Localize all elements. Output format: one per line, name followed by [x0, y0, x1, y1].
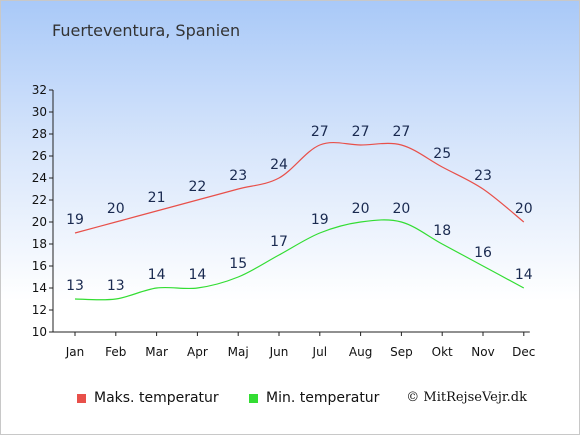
max-temperature-line	[74, 141, 525, 234]
max-temperature-data-label: 24	[270, 157, 288, 173]
legend-swatch-min	[249, 393, 258, 403]
max-temperature-data-label: 20	[107, 201, 125, 217]
y-tick-label: 14	[32, 281, 47, 295]
min-temperature-data-label: 19	[311, 212, 329, 228]
y-tick-label: 20	[32, 215, 47, 229]
x-tick-label: Maj	[228, 345, 249, 359]
x-tick-label: Dec	[512, 345, 535, 359]
min-temperature-data-label: 17	[270, 234, 288, 250]
y-tick-label: 28	[32, 127, 47, 141]
y-tick-label: 32	[32, 83, 47, 97]
max-temperature-data-label: 20	[515, 201, 533, 217]
legend-item-max: Maks. temperatur	[77, 390, 219, 406]
x-tick-label: Sep	[390, 345, 413, 359]
min-temperature-data-label: 16	[474, 245, 492, 261]
max-temperature-data-label: 23	[474, 168, 492, 184]
y-tick-label: 22	[32, 193, 47, 207]
max-temperature-data-label: 23	[229, 168, 247, 184]
max-temperature-data-label: 27	[392, 124, 410, 140]
max-temperature-data-label: 21	[148, 190, 166, 206]
x-tick-label: Jul	[312, 345, 327, 359]
y-tick-label: 12	[32, 303, 47, 317]
legend-item-min: Min. temperatur	[249, 390, 379, 406]
min-temperature-data-label: 18	[433, 223, 451, 239]
x-tick-label: Nov	[471, 345, 494, 359]
max-temperature-data-label: 27	[352, 124, 370, 140]
chart-title: Fuerteventura, Spanien	[52, 21, 241, 40]
x-tick-label: Jan	[65, 345, 85, 359]
min-temperature-data-label: 20	[392, 201, 410, 217]
x-tick-label: Feb	[105, 345, 126, 359]
legend-swatch-max	[77, 393, 86, 403]
y-tick-label: 10	[32, 325, 47, 339]
y-tick-label: 26	[32, 149, 47, 163]
legend-label-max: Maks. temperatur	[94, 390, 219, 406]
x-tick-label: Okt	[432, 345, 453, 359]
y-tick-label: 18	[32, 237, 47, 251]
min-temperature-data-label: 14	[188, 267, 206, 283]
x-tick-label: Mar	[145, 345, 168, 359]
legend-label-min: Min. temperatur	[266, 390, 380, 406]
min-temperature-data-label: 13	[107, 278, 125, 294]
y-tick-label: 24	[32, 171, 47, 185]
max-temperature-data-label: 19	[66, 212, 84, 228]
min-temperature-data-label: 15	[229, 256, 247, 272]
y-tick-label: 30	[32, 105, 47, 119]
min-temperature-line	[74, 219, 525, 301]
max-temperature-data-label: 22	[188, 179, 206, 195]
min-temperature-data-label: 13	[66, 278, 84, 294]
y-tick-label: 16	[32, 259, 47, 273]
site-credit: © MitRejseVejr.dk	[406, 390, 527, 405]
max-temperature-data-label: 25	[433, 146, 451, 162]
min-temperature-data-label: 14	[515, 267, 533, 283]
x-tick-label: Apr	[187, 345, 208, 359]
min-temperature-data-label: 14	[148, 267, 166, 283]
min-temperature-data-label: 20	[352, 201, 370, 217]
max-temperature-data-label: 27	[311, 124, 329, 140]
x-tick-label: Jun	[269, 345, 289, 359]
x-tick-label: Aug	[349, 345, 372, 359]
